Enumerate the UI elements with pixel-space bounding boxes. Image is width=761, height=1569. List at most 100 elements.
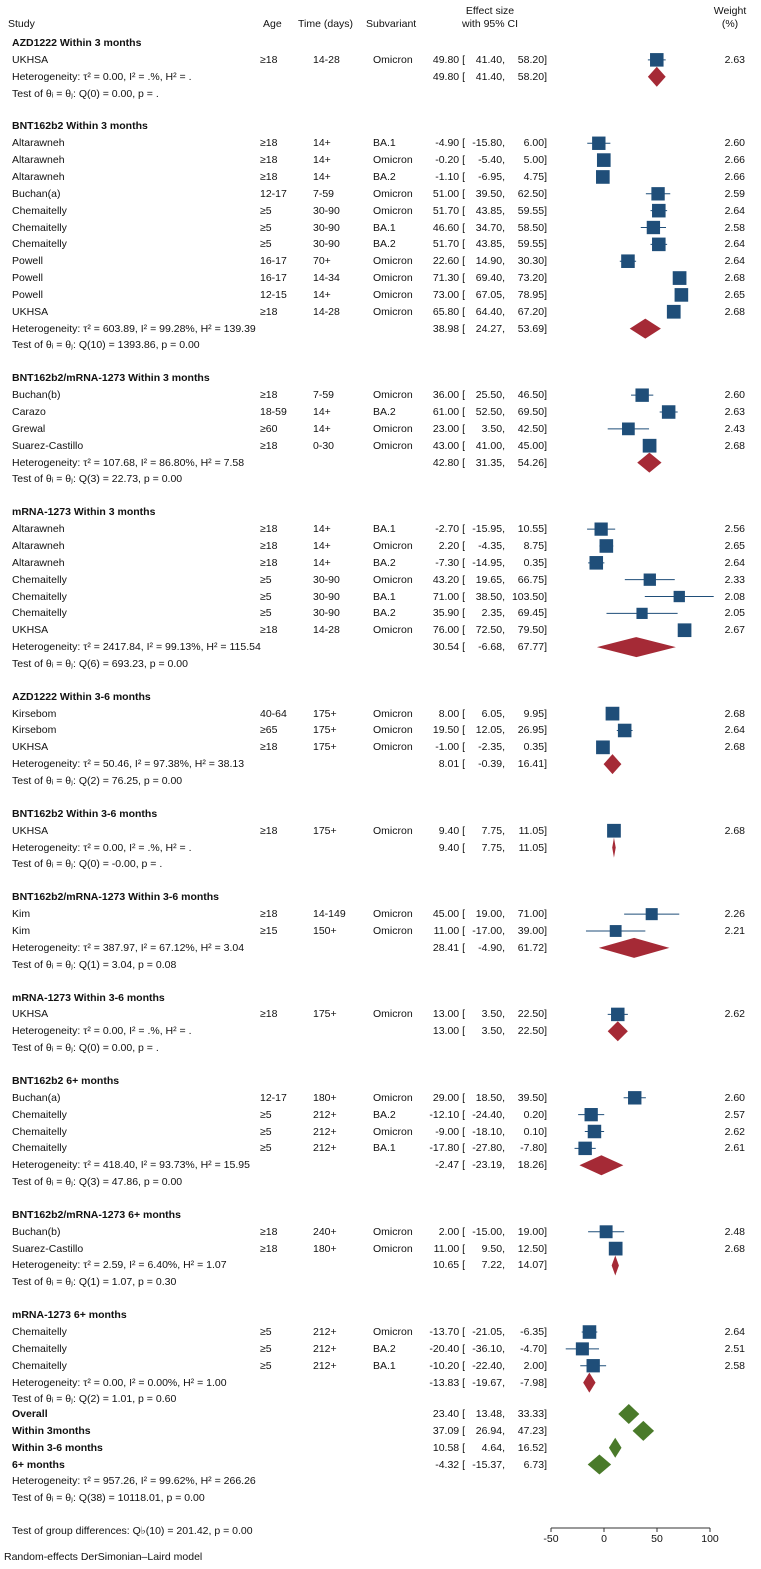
study-subvariant: Omicron (373, 824, 413, 837)
effect-size: 36.00 [ (432, 389, 465, 402)
study-marker (651, 187, 665, 201)
study-age: 16-17 (260, 272, 287, 285)
study-age: ≥18 (260, 741, 278, 754)
study-subvariant: Omicron (373, 272, 413, 285)
study-subvariant: BA.2 (373, 607, 396, 620)
effect-size: 29.00 [ (432, 1091, 465, 1104)
effect-size: -17.80 [ (429, 1142, 465, 1155)
heterogeneity-text: Heterogeneity: τ² = 0.00, I² = 0.00%, H²… (12, 1376, 227, 1389)
ci-lower: 67.05, (475, 288, 505, 301)
x-tick-label: -50 (543, 1533, 559, 1545)
effect-size: -12.10 [ (429, 1108, 465, 1121)
study-age: ≥18 (260, 305, 278, 318)
ci-lower: -24.40, (472, 1108, 505, 1121)
study-subvariant: Omicron (373, 255, 413, 268)
homogeneity-test: Test of θᵢ = θⱼ: Q(3) = 47.86, p = 0.00 (12, 1176, 183, 1189)
ci-upper: 16.41] (517, 758, 547, 771)
study-age: ≥18 (260, 439, 278, 452)
effect-size: 43.00 [ (432, 439, 465, 452)
ci-upper: 46.50] (517, 389, 547, 402)
ci-lower: -6.68, (478, 641, 505, 654)
ci-upper: 11.05] (518, 824, 547, 837)
ci-upper: 26.95] (517, 724, 547, 737)
ci-lower: 9.50, (481, 1242, 505, 1255)
ci-lower: 7.75, (481, 841, 505, 854)
homogeneity-test: Test of θᵢ = θⱼ: Q(1) = 3.04, p = 0.08 (12, 958, 177, 971)
ci-lower: 12.05, (475, 724, 505, 737)
study-subvariant: BA.2 (373, 238, 396, 251)
header-study: Study (8, 18, 35, 30)
effect-size: 49.80 [ (432, 70, 465, 83)
effect-size: -9.00 [ (435, 1125, 465, 1138)
ci-upper: 39.00] (517, 924, 547, 937)
study-marker (584, 1108, 598, 1122)
study-marker (586, 1359, 600, 1373)
study-marker (642, 438, 657, 453)
study-name: UKHSA (12, 741, 49, 754)
study-subvariant: Omicron (373, 1125, 413, 1138)
ci-upper: 59.55] (517, 238, 547, 251)
study-time: 175+ (313, 741, 337, 754)
ci-upper: 103.50] (511, 590, 547, 603)
study-age: ≥18 (260, 137, 278, 150)
effect-size: 2.00 [ (438, 1225, 465, 1238)
study-age: ≥18 (260, 53, 278, 66)
study-name: Buchan(b) (12, 389, 61, 402)
study-age: 18-59 (260, 406, 287, 418)
study-marker (674, 288, 689, 302)
ci-upper: 45.00] (517, 439, 547, 452)
ci-lower: -36.10, (472, 1342, 505, 1355)
ci-upper: 8.75] (523, 539, 547, 552)
ci-lower: -15.37, (472, 1458, 505, 1471)
study-weight: 2.56 (724, 523, 745, 536)
study-subvariant: BA.2 (373, 1342, 396, 1355)
ci-lower: -18.10, (472, 1125, 505, 1138)
homogeneity-test: Test of θᵢ = θⱼ: Q(6) = 693.23, p = 0.00 (12, 657, 188, 670)
effect-size: 46.60 [ (432, 221, 465, 234)
study-weight: 2.57 (724, 1108, 745, 1121)
effect-size: -1.10 [ (435, 170, 465, 183)
study-name: UKHSA (12, 624, 49, 637)
homogeneity-test: Test of θᵢ = θⱼ: Q(2) = 76.25, p = 0.00 (12, 775, 183, 788)
study-time: 30-90 (313, 204, 340, 217)
study-age: ≥60 (260, 422, 278, 435)
study-subvariant: BA.1 (373, 221, 396, 234)
ci-lower: 19.65, (475, 573, 505, 586)
effect-size: 43.20 [ (432, 573, 465, 586)
ci-lower: -15.00, (472, 1225, 505, 1238)
subgroup-diamond (579, 1155, 624, 1176)
study-weight: 2.65 (724, 539, 745, 552)
ci-upper: 79.50] (517, 624, 547, 637)
study-marker (608, 1241, 623, 1256)
study-subvariant: Omicron (373, 422, 413, 435)
study-weight: 2.58 (724, 221, 745, 234)
header-weight-line1: Weight (713, 5, 747, 17)
study-subvariant: Omicron (373, 624, 413, 637)
ci-lower: -17.00, (472, 924, 505, 937)
heterogeneity-text: Heterogeneity: τ² = 418.40, I² = 93.73%,… (12, 1159, 250, 1172)
study-time: 14+ (313, 556, 331, 569)
ci-upper: -6.35] (520, 1326, 547, 1339)
ci-upper: 0.20] (523, 1108, 547, 1121)
study-age: ≥5 (260, 204, 272, 217)
study-age: ≥5 (260, 221, 272, 234)
ci-lower: 41.40, (475, 70, 505, 83)
ci-lower: 2.35, (481, 607, 505, 620)
study-time: 14+ (313, 523, 331, 536)
ci-upper: 42.50] (517, 422, 547, 435)
study-name: Chemaitelly (12, 1125, 67, 1138)
overall-diamond (608, 1437, 622, 1458)
overall-heterogeneity: Heterogeneity: τ² = 957.26, I² = 99.62%,… (12, 1475, 256, 1488)
effect-size: 10.58 [ (432, 1441, 465, 1454)
study-time: 175+ (313, 707, 337, 720)
ci-lower: 26.94, (475, 1424, 505, 1437)
study-marker (575, 1342, 589, 1356)
ci-lower: -15.80, (472, 137, 505, 150)
effect-size: 9.40 [ (438, 824, 465, 837)
ci-upper: 53.69] (517, 322, 547, 335)
study-name: UKHSA (12, 1008, 49, 1021)
study-weight: 2.64 (724, 724, 745, 737)
study-subvariant: BA.1 (373, 1142, 396, 1155)
ci-upper: 33.33] (517, 1408, 547, 1420)
effect-size: 45.00 [ (432, 908, 465, 921)
